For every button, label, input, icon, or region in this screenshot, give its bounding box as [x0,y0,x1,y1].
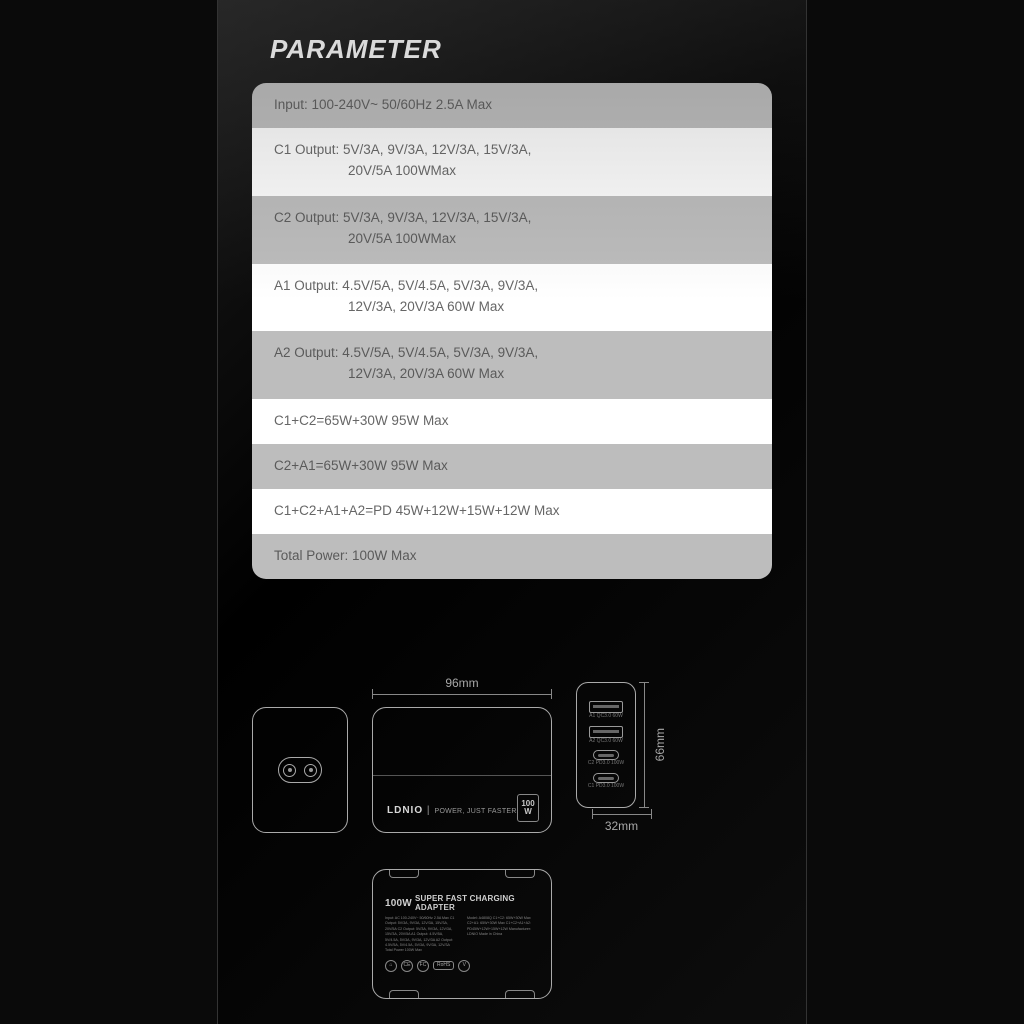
figure8-inlet-icon [278,757,322,783]
parameter-row: A2 Output: 4.5V/5A, 5V/4.5A, 5V/3A, 9V/3… [252,331,772,399]
cert-icon: RoHS [433,961,454,970]
port-label-c2: C2 PD3.0 100W [588,761,624,766]
back-fineprint-left: Input: AC 100-240V~ 50/60Hz 2.5A Max C1 … [385,916,457,954]
width-dimension: 96mm [445,676,478,690]
cert-icon: ⌂ [385,960,397,972]
cert-row: ⌂ CE FC RoHS V [385,960,539,972]
cert-icon: CE [401,960,413,972]
product-spec-card: PARAMETER Input: 100-240V~ 50/60Hz 2.5A … [217,0,807,1024]
back-wattage: 100W [385,898,412,909]
wattage-badge-icon: 100 W [517,794,539,822]
usb-c-port-icon [593,773,619,783]
section-title: PARAMETER [218,0,806,83]
parameter-row: C1+C2=65W+30W 95W Max [252,399,772,444]
front-view: LDNIO | POWER, JUST FASTER 100 W [372,707,552,833]
parameter-row: C2 Output: 5V/3A, 9V/3A, 12V/3A, 15V/3A,… [252,196,772,264]
parameter-row: C1+C2+A1+A2=PD 45W+12W+15W+12W Max [252,489,772,534]
port-label-a1: A1 QC3.0 60W [589,714,623,719]
parameter-row: C1 Output: 5V/3A, 9V/3A, 12V/3A, 15V/3A,… [252,128,772,196]
depth-dimension: 32mm [605,819,638,833]
width-dimension-line [372,694,552,695]
inlet-side-view [252,707,348,833]
back-label-view: 100W SUPER FAST CHARGING ADAPTER Input: … [372,869,552,999]
port-label-a2: A2 QC3.0 60W [589,739,623,744]
parameter-row: Total Power: 100W Max [252,534,772,579]
port-label-c1: C1 PD3.0 100W [588,784,624,789]
parameter-row: A1 Output: 4.5V/5A, 5V/4.5A, 5V/3A, 9V/3… [252,264,772,332]
height-dimension-line [644,682,645,808]
parameter-table: Input: 100-240V~ 50/60Hz 2.5A MaxC1 Outp… [252,83,772,579]
usb-c-port-icon [593,750,619,760]
height-dimension: 66mm [653,728,667,761]
parameter-row: C2+A1=65W+30W 95W Max [252,444,772,489]
usb-a-port-icon [589,701,623,713]
brand-text: LDNIO [387,805,423,816]
parameter-row: Input: 100-240V~ 50/60Hz 2.5A Max [252,83,772,128]
ports-side-view: A1 QC3.0 60W A2 QC3.0 60W C2 PD3.0 100W … [576,682,636,808]
back-headline: SUPER FAST CHARGING ADAPTER [415,894,539,912]
dimension-diagrams: 96mm LDNIO | POWER, JUST FASTER 100 W [252,656,772,999]
wattage-unit: W [524,808,532,816]
usb-a-port-icon [589,726,623,738]
depth-dimension-line [592,814,652,815]
cert-icon: FC [417,960,429,972]
tagline-text: POWER, JUST FASTER [434,808,516,815]
cert-icon: V [458,960,470,972]
back-fineprint-right: Model: A4808Q C1+C2: 65W+30W Max C2+A1: … [467,916,539,954]
